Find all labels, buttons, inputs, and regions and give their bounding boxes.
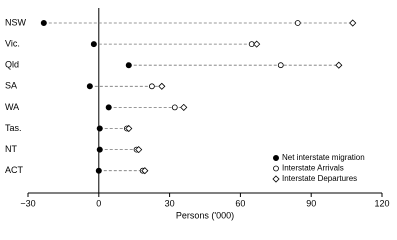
dot-marker (96, 146, 103, 153)
dot-marker (125, 124, 133, 133)
legend-label: Interstate Arrivals (282, 164, 344, 173)
x-tick-label: 60 (235, 198, 245, 208)
dot-marker (158, 82, 166, 90)
dot-marker (277, 62, 284, 69)
legend-marker (272, 175, 280, 183)
y-tick-label: WA (5, 102, 19, 112)
dot-marker (95, 167, 102, 174)
x-tick-label: 0 (96, 198, 101, 208)
dot-marker (90, 41, 97, 48)
y-tick-label: ACT (5, 165, 24, 175)
dot-marker (253, 40, 261, 48)
dot-marker (349, 19, 357, 27)
dot-marker (40, 19, 47, 26)
legend-marker (273, 165, 279, 172)
dot-marker (294, 20, 301, 26)
y-tick-label: Vic. (5, 38, 20, 48)
legend-label: Net interstate migration (282, 153, 365, 162)
dot-marker (141, 167, 149, 175)
x-axis-label: Persons ('000) (176, 210, 234, 220)
y-tick-label: SA (5, 81, 17, 91)
dot-marker (86, 83, 93, 90)
dot-marker (148, 83, 155, 90)
x-tick-label: −30 (20, 198, 35, 208)
y-tick-label: Qld (5, 60, 19, 70)
x-tick-label: 90 (306, 198, 316, 208)
dot-marker (105, 104, 112, 111)
dot-marker (125, 62, 132, 69)
x-tick-label: 120 (374, 198, 389, 208)
dot-marker (171, 104, 178, 111)
y-tick-label: NSW (5, 17, 27, 27)
dot-marker (96, 125, 103, 132)
y-tick-label: Tas. (5, 123, 22, 133)
legend-marker (272, 154, 279, 161)
dot-marker (335, 61, 343, 69)
dot-marker (135, 146, 143, 154)
x-tick-label: 30 (165, 198, 175, 208)
legend-label: Interstate Departures (282, 174, 357, 183)
chart: Persons ('000) −30 0 30 60 90 120 NSW Vic. Qld SA… (5, 8, 390, 220)
dot-marker (180, 103, 188, 111)
y-tick-label: NT (5, 144, 17, 154)
